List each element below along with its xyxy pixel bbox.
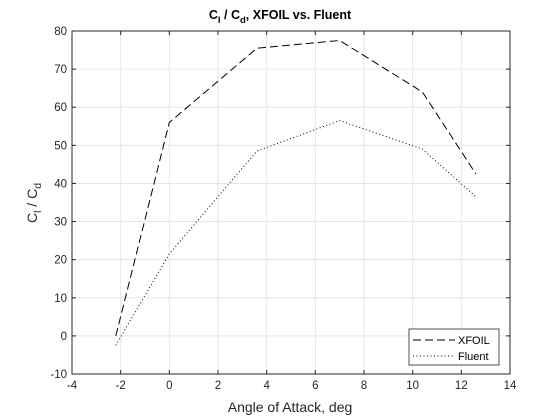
y-tick-labels: -10 0 10 20 30 40 50 60 70 80 (50, 26, 67, 381)
x-tick-labels: -4 -2 0 2 4 6 8 10 12 14 (67, 380, 517, 392)
y-tick-label: 0 (61, 331, 67, 343)
y-tick-label: 60 (54, 102, 67, 114)
series-lines (115, 39, 477, 346)
x-tick-label: 8 (361, 380, 367, 392)
series-line-fluent (115, 120, 477, 346)
x-tick-label: 12 (455, 380, 468, 392)
y-tick-label: -10 (50, 369, 67, 381)
x-tick-label: -4 (67, 380, 78, 392)
x-tick-label: 10 (406, 380, 419, 392)
y-tick-label: 50 (54, 140, 67, 152)
y-tick-label: 80 (54, 26, 67, 38)
y-tick-label: 40 (54, 178, 67, 190)
plot-area (72, 31, 510, 374)
y-axis-title: Cl / Cd (24, 183, 44, 223)
y-tick-label: 10 (54, 293, 67, 305)
x-tick-label: 6 (312, 380, 318, 392)
x-tick-label: 2 (215, 380, 221, 392)
y-tick-label: 30 (54, 217, 67, 229)
x-tick-label: 4 (263, 380, 270, 392)
legend: XFOIL Fluent (408, 328, 500, 366)
chart-title: Cl / Cd, XFOIL vs. Fluent (209, 8, 352, 26)
axes-frame (71, 30, 511, 375)
legend-label-fluent: Fluent (458, 351, 489, 363)
y-tick-label: 70 (54, 64, 67, 76)
legend-label-xfoil: XFOIL (458, 335, 490, 347)
legend-box (408, 328, 500, 366)
x-tick-label: 14 (504, 380, 517, 392)
x-tick-label: -2 (116, 380, 126, 392)
y-tick-label: 20 (54, 255, 67, 267)
x-tick-label: 0 (166, 380, 172, 392)
x-axis-title: Angle of Attack, deg (228, 399, 353, 415)
series-line-xfoil (115, 39, 477, 337)
axis-ticks (71, 30, 511, 375)
